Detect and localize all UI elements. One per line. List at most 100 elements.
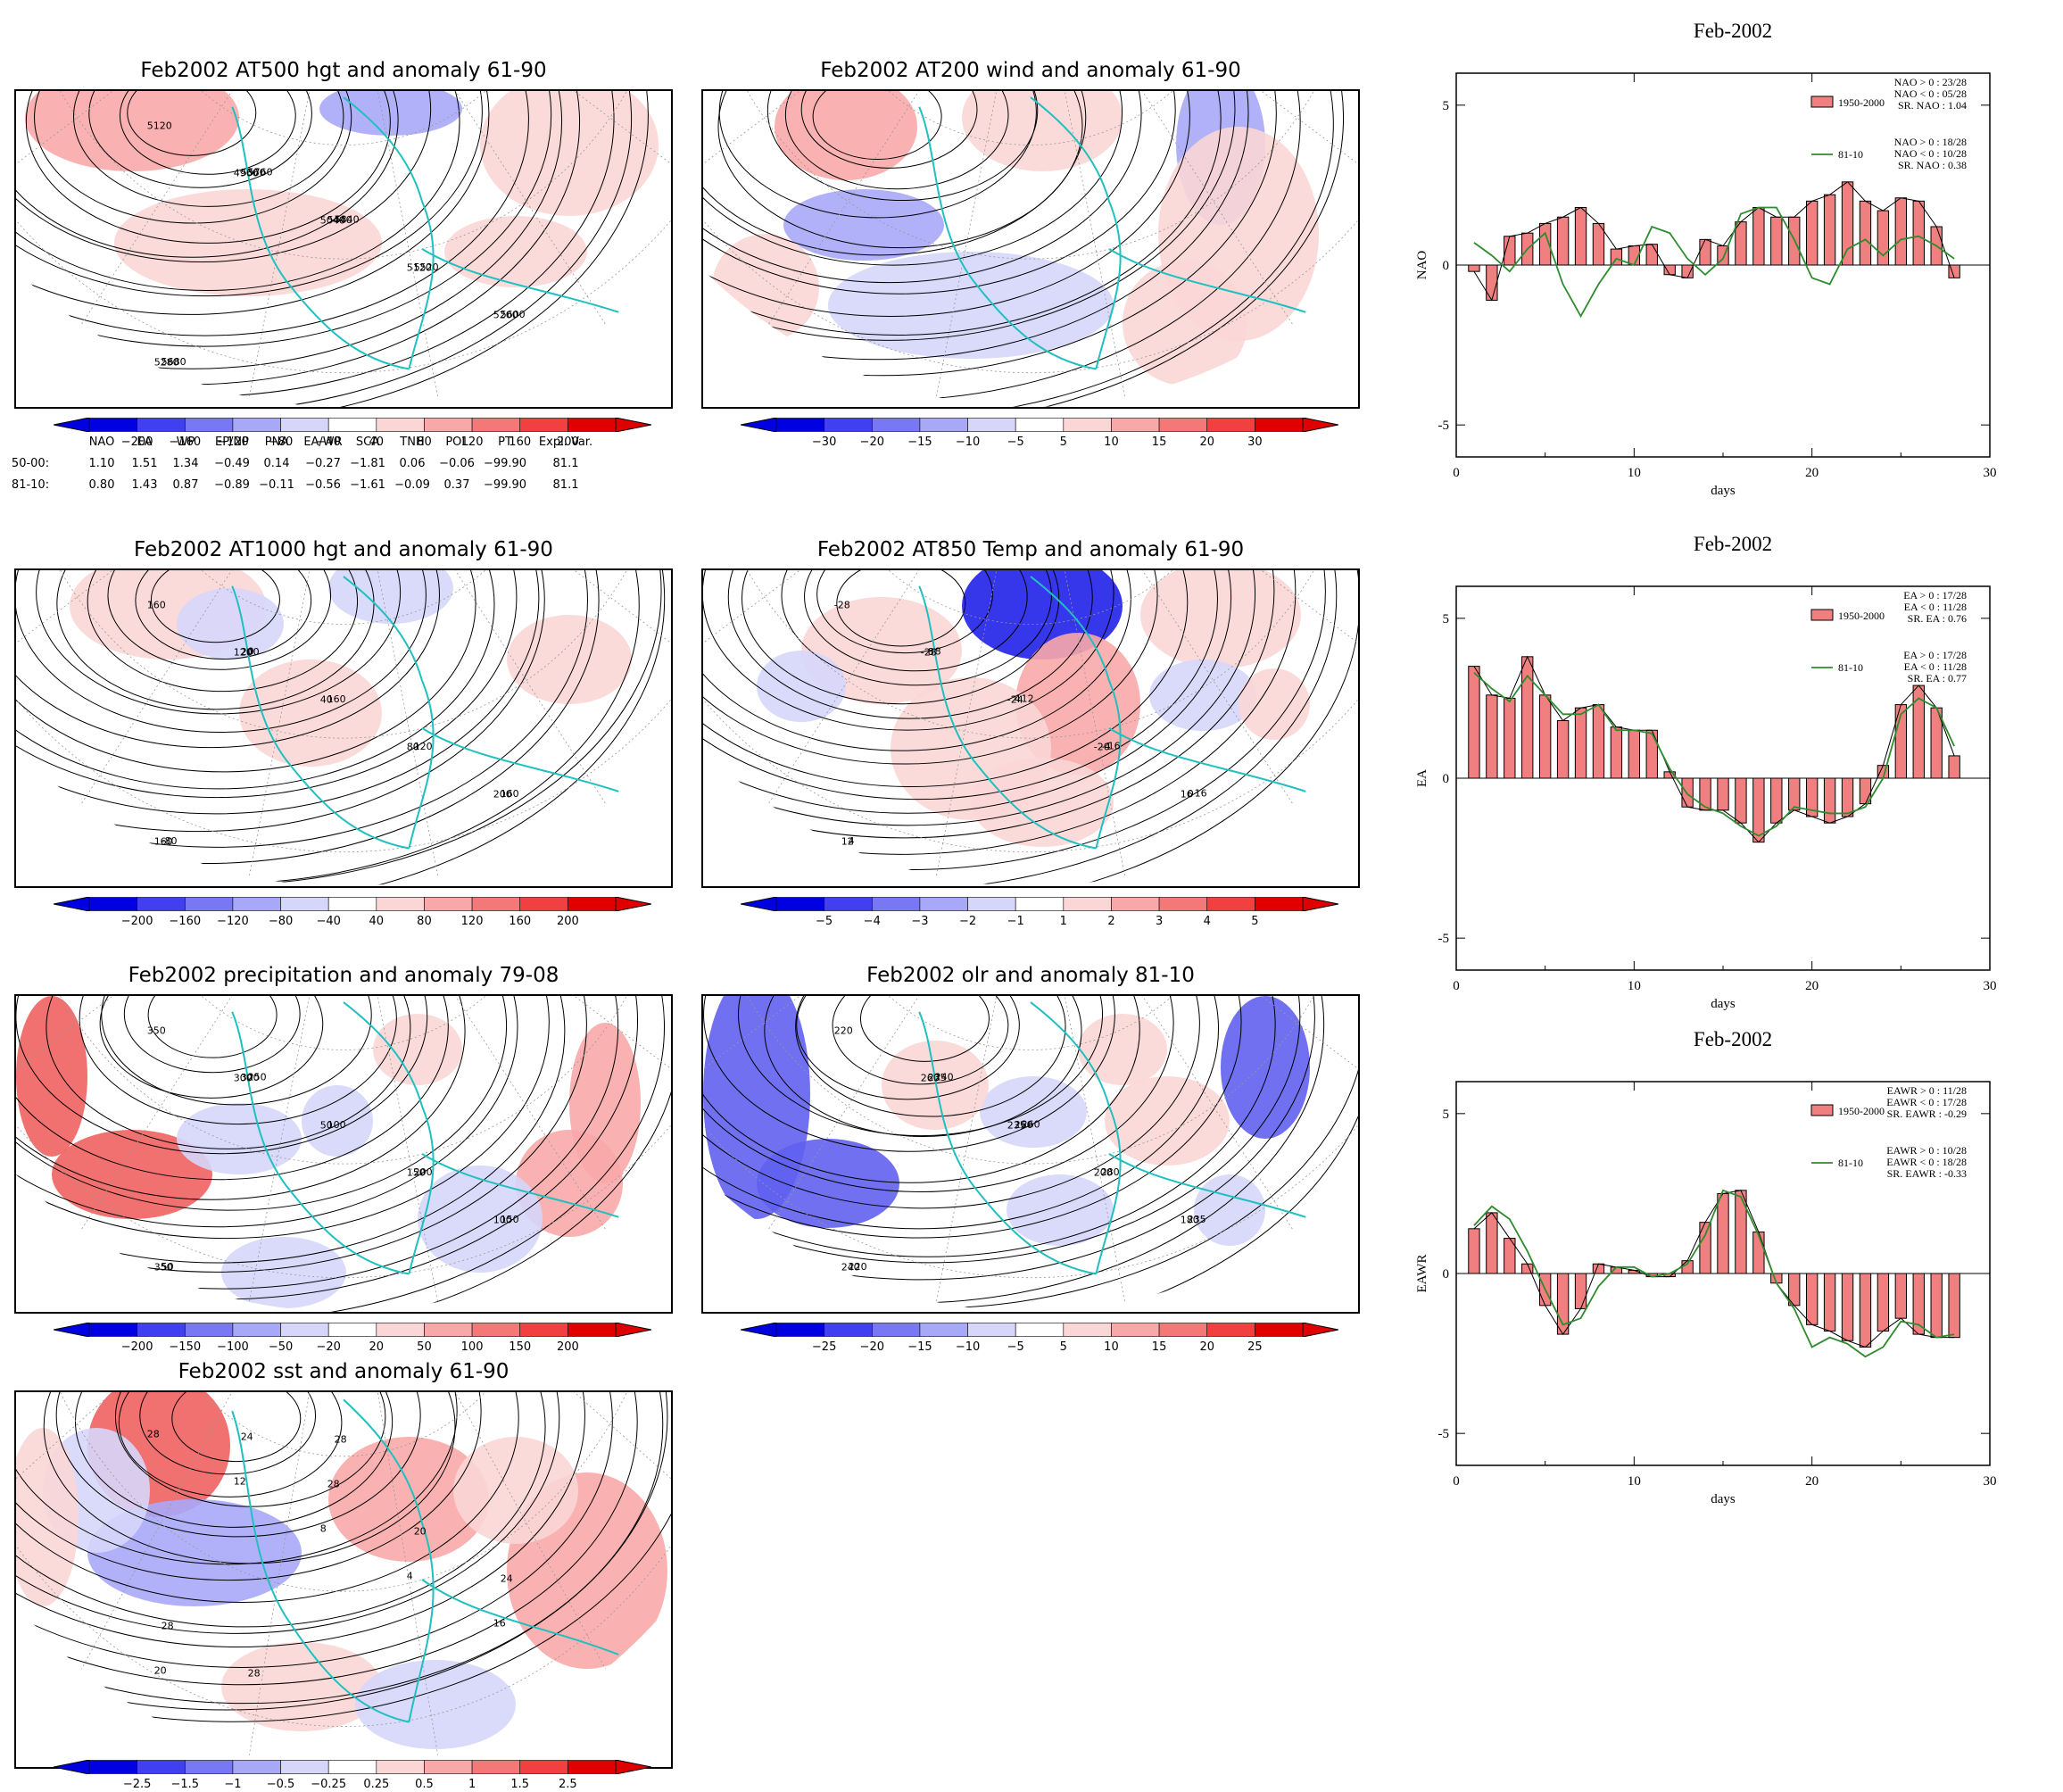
- colorbar-tick-label: −5: [816, 915, 833, 928]
- colorbar-swatch: [280, 418, 329, 432]
- contour-line: [16, 570, 588, 848]
- map-plot: 350 300 50 150 100 350 300 100 200 150 50 250: [14, 994, 673, 1314]
- bar: [1823, 1273, 1836, 1332]
- contour-line: [703, 996, 1315, 1281]
- index-table-header-cell: Expl. Var.: [538, 436, 593, 449]
- contour-line: [16, 1392, 458, 1565]
- index-table-cell: −99.90: [483, 478, 527, 492]
- anomaly-shade: [355, 1660, 516, 1749]
- map-panel-precip: Feb2002 precipitation and anomaly 79-08 …: [14, 964, 673, 1354]
- stats-text: EAWR < 0 : 17/28: [1886, 1096, 1967, 1108]
- contour-line: [16, 570, 518, 799]
- contour-line: [36, 570, 402, 715]
- contour-line: [703, 91, 1236, 341]
- map-panel-at1000: Feb2002 AT1000 hgt and anomaly 61-90 160…: [14, 538, 673, 928]
- coastline: [918, 96, 1122, 370]
- colorbar-tick-label: 40: [369, 915, 385, 928]
- bar: [1645, 729, 1658, 779]
- legend-label: 81-10: [1838, 148, 1863, 161]
- x-tick-label: 0: [1453, 466, 1460, 480]
- anomaly-shade: [16, 1428, 79, 1606]
- colorbar-tick-label: 200: [556, 915, 579, 928]
- colorbar-swatch: [919, 1323, 968, 1337]
- colorbar-swatch: [1111, 1323, 1160, 1337]
- x-tick-label: 30: [1984, 979, 1997, 993]
- contour-line: [703, 570, 1189, 788]
- contour-line: [74, 1392, 394, 1528]
- contour-label: 4960: [234, 167, 259, 178]
- contour-line: [171, 1392, 302, 1463]
- contour-label: 5120: [147, 120, 172, 131]
- colorbar-swatch: [232, 1323, 281, 1337]
- stats-text: NAO > 0 : 18/28: [1894, 136, 1967, 148]
- contour-label: 50: [320, 1119, 333, 1131]
- colorbar-swatch: [424, 418, 473, 432]
- contour-line: [16, 91, 563, 369]
- bar: [1610, 726, 1623, 779]
- contour-line: [703, 996, 1200, 1209]
- graticule: [123, 1392, 564, 1457]
- stats-text: NAO > 0 : 23/28: [1894, 76, 1967, 88]
- contour-label: 350: [147, 1025, 166, 1036]
- contour-line: [703, 996, 1276, 1257]
- graticule: [343, 570, 671, 775]
- graticule: [16, 91, 671, 374]
- contour-line: [781, 570, 1052, 686]
- colorbar-tick-label: −5: [1007, 436, 1024, 449]
- ts-chart-ea: Feb-2002 0 10 20 30 -5 0 5 days EA 1950-2000 81-10…: [1401, 531, 2026, 1013]
- contour-line: [127, 91, 257, 156]
- anomaly-shade: [52, 1130, 212, 1219]
- colorbar-swatch: [88, 1760, 137, 1774]
- contour-line: [16, 996, 566, 1264]
- colorbar-swatch: [232, 1760, 281, 1774]
- x-tick-label: 10: [1628, 466, 1641, 480]
- graticule: [16, 996, 671, 1165]
- index-table-cell: 0.87: [172, 478, 199, 492]
- colorbar-swatch: [232, 897, 281, 911]
- colorbar-swatch: [137, 1760, 186, 1774]
- contour-line: [46, 996, 411, 1149]
- contour-line: [147, 996, 278, 1058]
- bar: [1628, 729, 1641, 779]
- colorbar-tick-label: −80: [268, 436, 294, 449]
- contour-label: 12: [841, 835, 854, 847]
- contour-line: [16, 570, 600, 865]
- map-plot: [701, 89, 1360, 409]
- x-tick-label: 30: [1984, 1474, 1997, 1489]
- colorbar-tick-label: 160: [509, 436, 532, 449]
- graticule: [1030, 570, 1358, 775]
- map-plot: -28 -28 -24 -20 16 12 8 4 -4 0 4 8 12 16 16: [701, 568, 1360, 888]
- contour-label: -4: [1101, 741, 1111, 752]
- bar: [1717, 777, 1729, 811]
- colorbar-swatch: [919, 418, 968, 432]
- colorbar-swatch: [88, 897, 137, 911]
- bar: [1859, 1273, 1872, 1348]
- contour-label: 16: [1181, 788, 1193, 800]
- bar: [1592, 1263, 1605, 1274]
- graticule: [343, 996, 671, 1024]
- bar: [1877, 1273, 1890, 1332]
- stats-text: SR. EA : 0.76: [1908, 612, 1967, 625]
- contour-label: 150: [501, 1214, 519, 1225]
- colorbar-tick-label: 5: [1059, 1340, 1067, 1354]
- legend-label: 1950-2000: [1838, 96, 1885, 109]
- stats-text: EAWR > 0 : 11/28: [1887, 1084, 1967, 1097]
- contour-line: [703, 570, 1256, 826]
- graticule: [1030, 996, 1358, 1024]
- legend-swatch-bar: [1810, 609, 1834, 621]
- anomaly-shade: [239, 660, 382, 767]
- index-table-header-cell: POL: [445, 436, 468, 449]
- contour-line: [742, 570, 1060, 705]
- contour-line: [139, 1392, 317, 1475]
- colorbar-tick-label: 50: [417, 1340, 432, 1354]
- anomaly-shade: [507, 615, 632, 704]
- index-table-cell: 0.80: [88, 478, 115, 492]
- colorbar-tick-label: −4: [863, 915, 881, 928]
- contour-label: 5520: [414, 261, 439, 273]
- bar: [1645, 244, 1658, 266]
- colorbar-swatch: [871, 1323, 921, 1337]
- bar: [1735, 777, 1747, 824]
- colorbar-swatch: [568, 1323, 617, 1337]
- x-tick-label: 20: [1805, 979, 1819, 993]
- bar: [1752, 1231, 1765, 1274]
